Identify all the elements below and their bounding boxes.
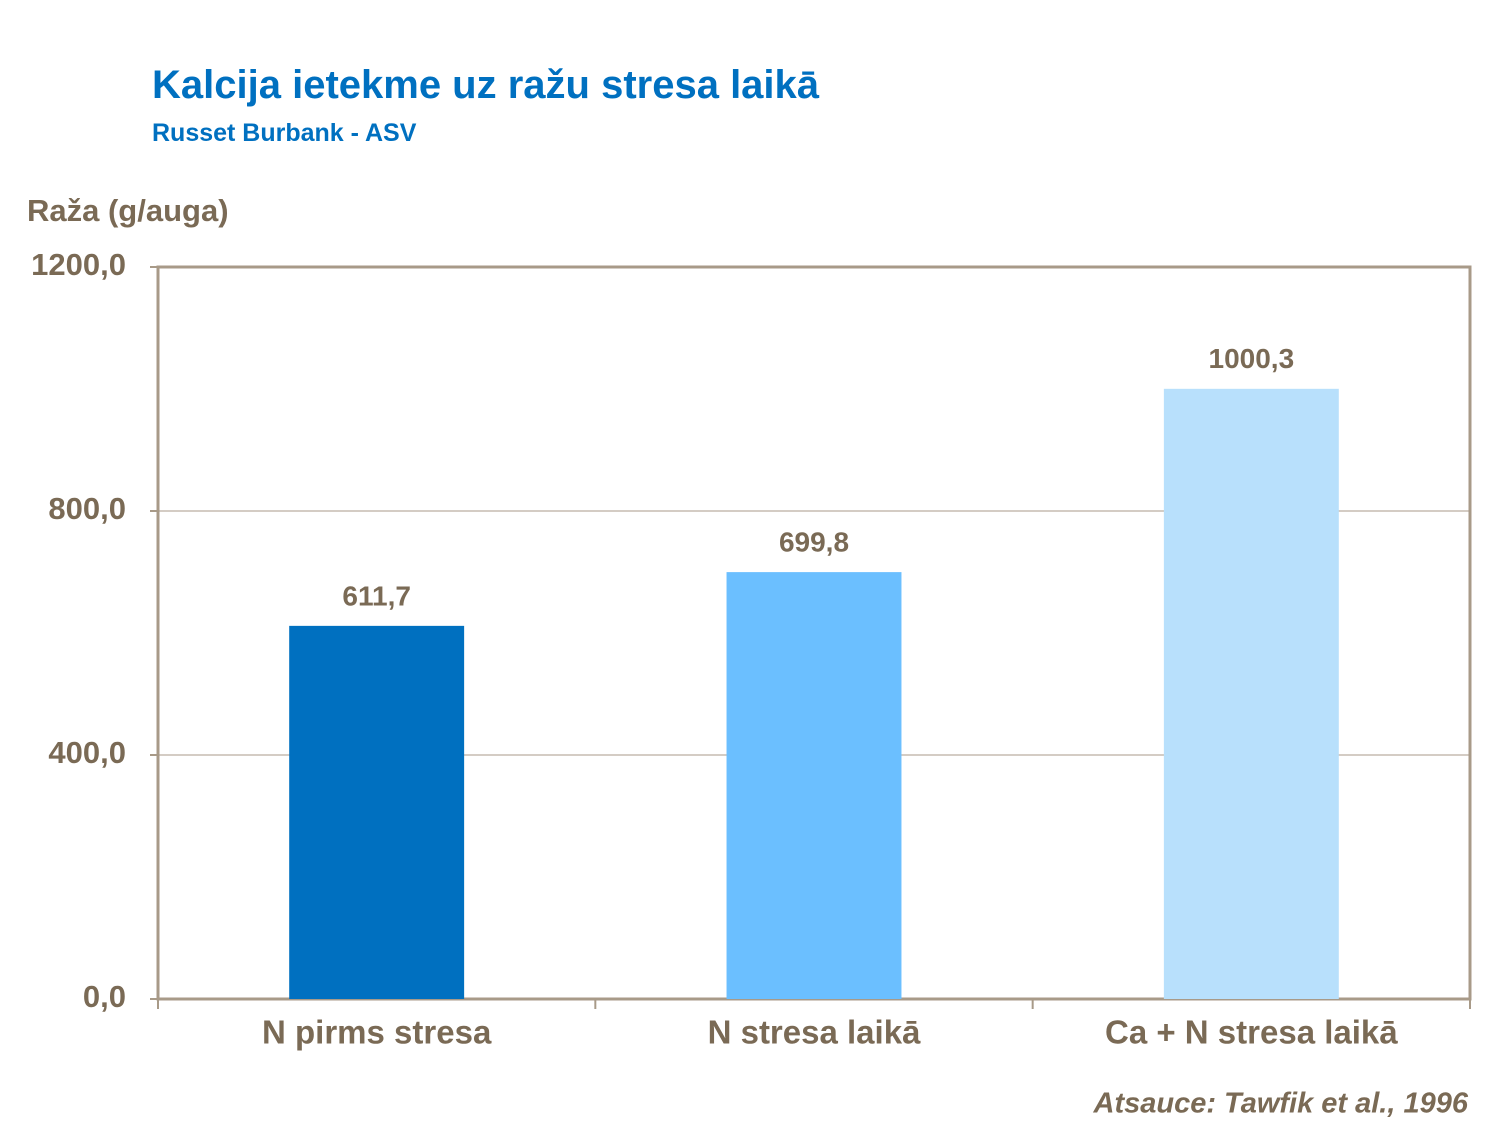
x-tick-label: N pirms stresa bbox=[262, 1014, 492, 1051]
chart-title: Kalcija ietekme uz ražu stresa laikā bbox=[152, 63, 820, 107]
value-label: 699,8 bbox=[779, 527, 849, 558]
bar bbox=[1163, 388, 1339, 999]
y-axis-label: Raža (g/auga) bbox=[27, 193, 229, 228]
y-tick-label: 1200,0 bbox=[31, 247, 126, 282]
y-tick-label: 400,0 bbox=[48, 735, 126, 770]
source-note: Atsauce: Tawfik et al., 1996 bbox=[1093, 1088, 1469, 1120]
bar bbox=[289, 625, 465, 999]
value-label: 1000,3 bbox=[1209, 343, 1295, 374]
y-tick-label: 0,0 bbox=[83, 979, 126, 1014]
x-tick-label: N stresa laikā bbox=[708, 1014, 921, 1051]
chart-subtitle: Russet Burbank - ASV bbox=[152, 119, 417, 147]
x-tick-label: Ca + N stresa laikā bbox=[1105, 1014, 1398, 1051]
y-tick-label: 800,0 bbox=[48, 491, 126, 526]
value-label: 611,7 bbox=[342, 580, 411, 611]
bar bbox=[726, 572, 902, 999]
